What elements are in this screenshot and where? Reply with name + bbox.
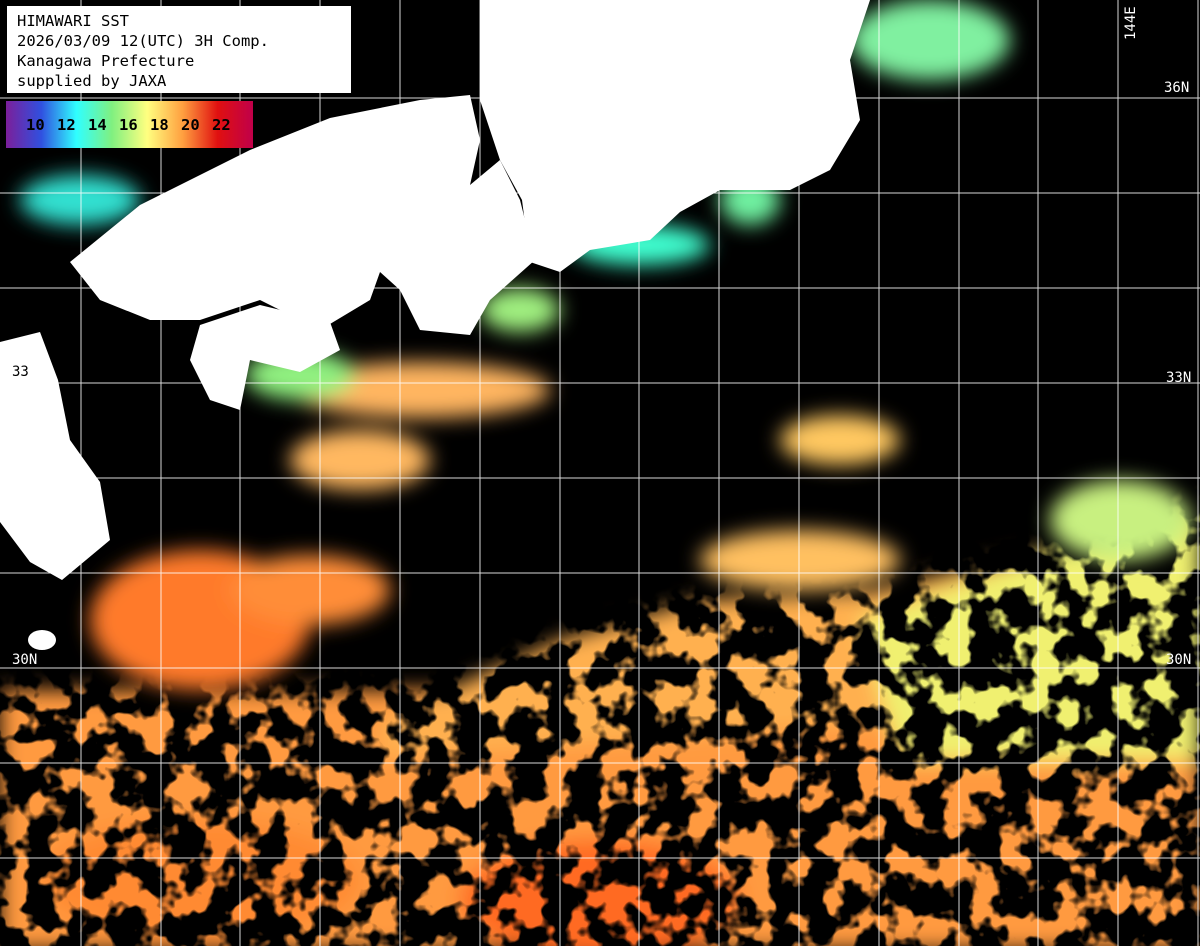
source: supplied by JAXA [17,72,167,90]
lat-label-36n: 36N [1164,80,1190,96]
lat-label-30n-right: 30N [1166,652,1192,668]
color-scale-legend: 10 12 14 16 18 20 22 [6,101,253,148]
scale-label: 14 [88,115,107,134]
timestamp: 2026/03/09 12(UTC) 3H Comp. [17,32,269,50]
scale-label: 16 [119,115,138,134]
lon-label-136e: 136E [484,6,500,40]
scale-label: 18 [150,115,169,134]
lat-label-33n-left: 33 [12,364,29,380]
scale-label: 22 [212,115,231,134]
info-box: HIMAWARI SST 2026/03/09 12(UTC) 3H Comp.… [7,6,351,93]
lon-label-144e: 144E [1123,6,1139,40]
title: HIMAWARI SST [17,12,129,30]
lat-label-33n-right: 33N [1166,370,1192,386]
lat-label-30n-left: 30N [12,652,38,668]
land [0,0,870,650]
scale-label: 10 [26,115,45,134]
scale-label: 12 [57,115,76,134]
sst-south [0,500,1200,946]
scale-label: 20 [181,115,200,134]
publisher: Kanagawa Prefecture [17,52,195,70]
